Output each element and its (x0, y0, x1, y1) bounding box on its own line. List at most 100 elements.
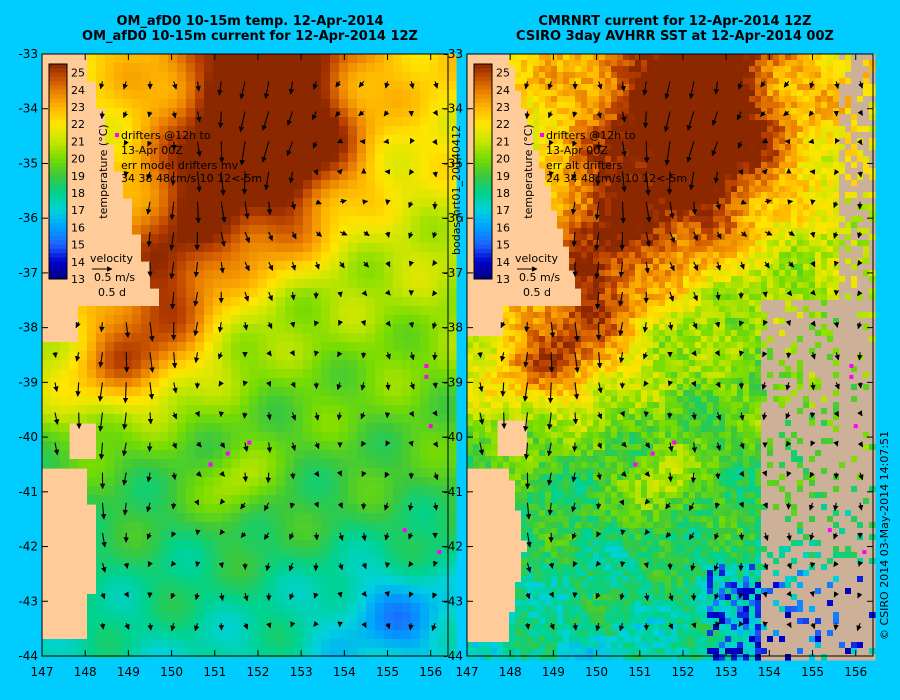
sst-cell (375, 144, 385, 154)
sst-cell (605, 66, 612, 73)
sst-cell (240, 432, 250, 442)
sst-cell (569, 180, 576, 187)
sst-cell (623, 120, 630, 127)
sst-cell (563, 528, 570, 535)
velocity-arrow (195, 471, 202, 477)
sst-cell (623, 162, 630, 169)
sst-cell (213, 594, 223, 604)
sst-cell (599, 294, 606, 301)
velocity-arrow (335, 110, 341, 117)
sst-cell (213, 405, 223, 415)
sst-cell (60, 342, 70, 352)
sst-cell (617, 168, 624, 175)
sst-cell (204, 477, 214, 487)
sst-cell (321, 441, 331, 451)
sst-cell (213, 522, 223, 532)
sst-cell (231, 342, 241, 352)
sst-cell (509, 636, 516, 643)
sst-cell (267, 63, 277, 73)
sst-cell (447, 315, 457, 325)
sst-cell (186, 450, 196, 460)
velocity-arrow (385, 261, 391, 268)
sst-cell (249, 180, 259, 190)
sst-cell (123, 153, 133, 163)
sst-cell (485, 408, 492, 415)
velocity-arrow (361, 590, 367, 597)
sst-cell (551, 138, 558, 145)
sst-cell (485, 420, 492, 427)
sst-cell (240, 153, 250, 163)
sst-cell (375, 567, 385, 577)
sst-cell (429, 378, 439, 388)
sst-cell (177, 468, 187, 478)
velocity-arrow (122, 412, 128, 430)
sst-cell (599, 318, 606, 325)
sst-cell (123, 162, 133, 172)
sst-cell (429, 63, 439, 73)
sst-cell (557, 192, 564, 199)
sst-cell (533, 528, 540, 535)
sst-cell (276, 279, 286, 289)
sst-cell (420, 630, 430, 640)
sst-cell (321, 576, 331, 586)
sst-cell (623, 180, 630, 187)
sst-cell (285, 612, 295, 622)
sst-cell (357, 90, 367, 100)
sst-cell (87, 468, 97, 478)
sst-cell (593, 654, 600, 661)
sst-cell (447, 639, 457, 649)
sst-cell (222, 261, 232, 271)
sst-cell (515, 486, 522, 493)
sst-cell (611, 486, 618, 493)
sst-cell (569, 318, 576, 325)
sst-cell (303, 225, 313, 235)
colorbar-tick-label: 22 (71, 118, 85, 131)
sst-cell (159, 423, 169, 433)
x-tick-label: 149 (117, 665, 140, 679)
sst-cell (599, 582, 606, 589)
sst-cell (123, 522, 133, 532)
sst-cell (231, 243, 241, 253)
sst-cell (509, 384, 516, 391)
sst-cell (132, 603, 142, 613)
sst-cell (599, 594, 606, 601)
sst-cell (339, 504, 349, 514)
sst-cell (429, 585, 439, 595)
sst-cell (599, 270, 606, 277)
sst-cell (551, 180, 558, 187)
sst-cell (303, 54, 313, 64)
sst-cell (357, 378, 367, 388)
sst-cell (348, 513, 358, 523)
sst-cell (141, 126, 151, 136)
velocity-arrow (337, 502, 343, 509)
sst-cell (485, 450, 492, 457)
sst-cell (563, 450, 570, 457)
sst-cell (240, 207, 250, 217)
sst-cell (69, 648, 79, 658)
sst-cell (438, 423, 448, 433)
sst-cell (587, 282, 594, 289)
sst-cell (617, 444, 624, 451)
sst-cell (611, 480, 618, 487)
sst-cell (617, 336, 624, 343)
sst-cell (195, 288, 205, 298)
sst-cell (357, 504, 367, 514)
sst-cell (617, 654, 624, 661)
sst-cell (593, 552, 600, 559)
velocity-arrow (97, 382, 104, 402)
sst-cell (539, 606, 546, 613)
sst-cell (159, 351, 169, 361)
sst-cell (231, 360, 241, 370)
sst-cell (623, 66, 630, 73)
sst-cell (563, 606, 570, 613)
sst-cell (569, 156, 576, 163)
sst-cell (611, 642, 618, 649)
sst-cell (593, 396, 600, 403)
velocity-arrow (433, 81, 439, 89)
sst-cell (132, 342, 142, 352)
sst-cell (276, 621, 286, 631)
sst-cell (533, 594, 540, 601)
sst-cell (195, 225, 205, 235)
sst-cell (330, 324, 340, 334)
